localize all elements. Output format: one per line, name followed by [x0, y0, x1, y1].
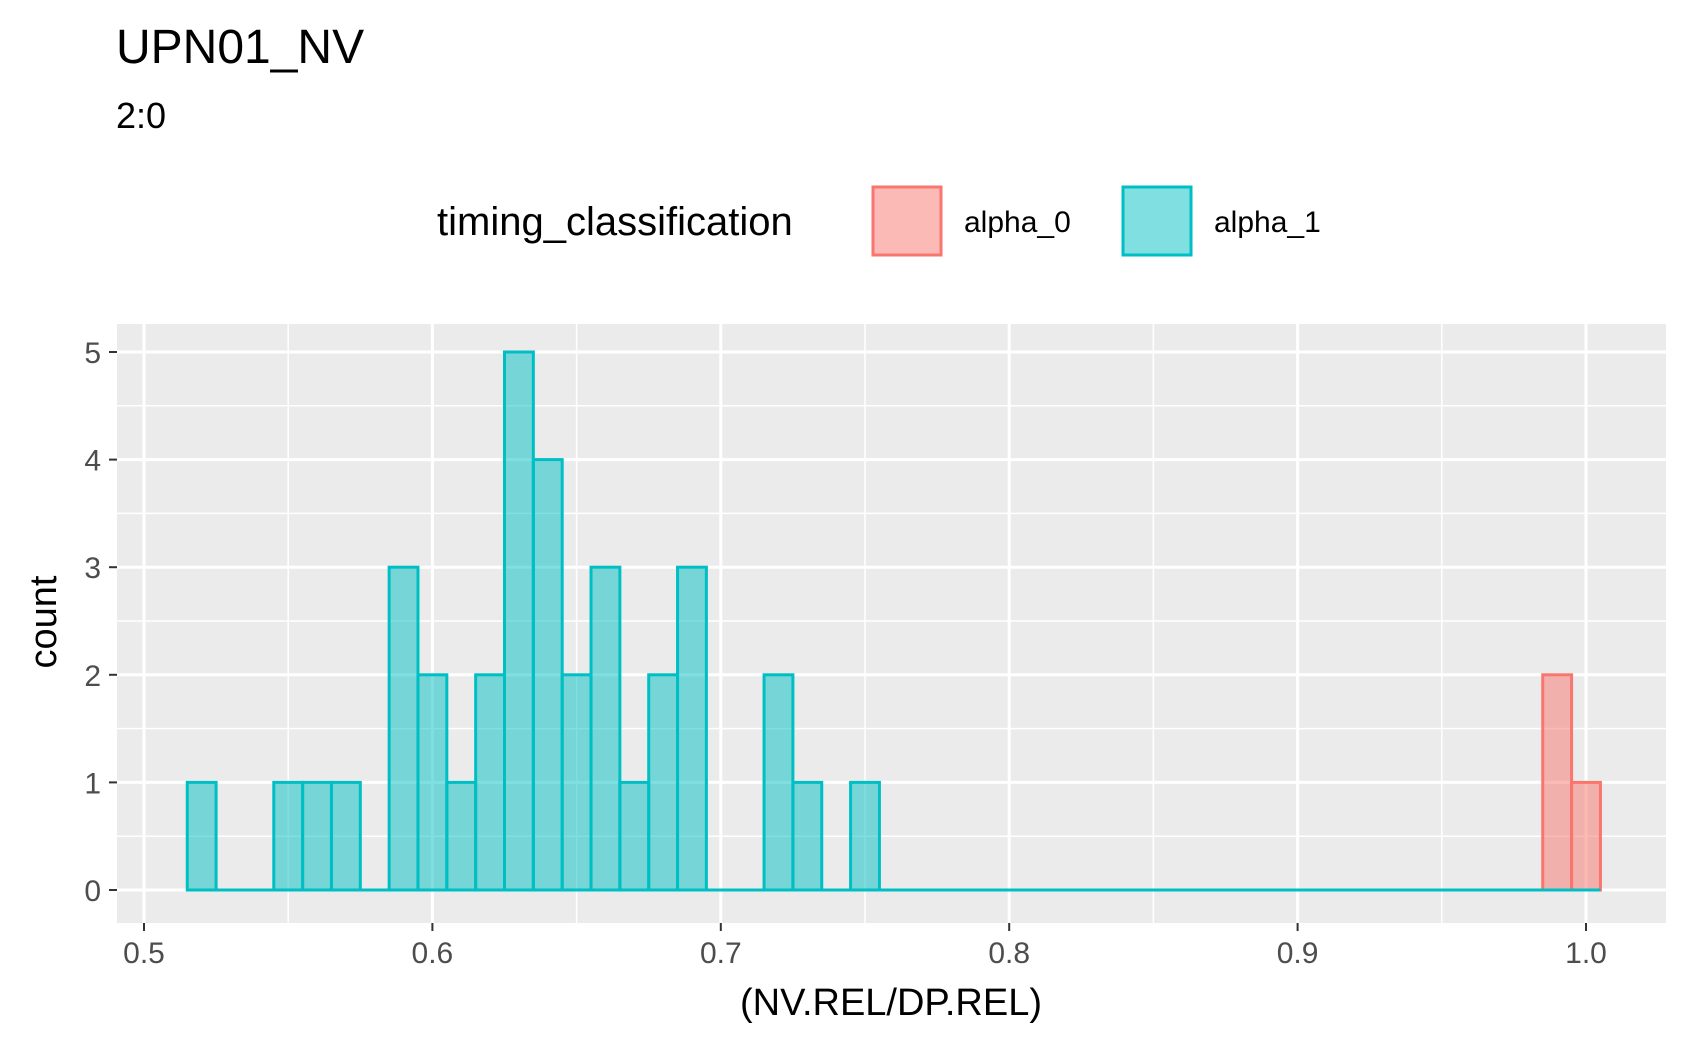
bar-alpha_1 [618, 780, 651, 892]
histogram-bars [185, 350, 1602, 892]
x-axis-title: (NV.REL/DP.REL) [740, 982, 1042, 1024]
y-tick-label: 0 [84, 875, 101, 908]
legend-label-alpha_1: alpha_1 [1214, 206, 1321, 239]
bar-alpha_1 [387, 565, 420, 892]
x-tick-label: 0.8 [988, 937, 1030, 970]
bar-alpha_1 [531, 458, 564, 892]
bar-alpha_1 [589, 565, 622, 892]
x-tick-label: 0.6 [412, 937, 454, 970]
bar-alpha_1 [849, 780, 881, 892]
chart-subtitle: 2:0 [116, 95, 166, 136]
legend-label-alpha_0: alpha_0 [964, 206, 1071, 239]
y-tick-label: 2 [84, 660, 101, 693]
y-tick-label: 4 [84, 445, 101, 478]
x-tick-label: 0.7 [700, 937, 742, 970]
x-tick-label: 1.0 [1565, 937, 1607, 970]
axes: 0.5 0.6 0.7 0.8 0.9 1.0 0 1 2 3 4 5 [84, 337, 1607, 970]
bar-alpha_1 [185, 780, 218, 892]
legend-title: timing_classification [437, 200, 793, 244]
bar-alpha_0 [1570, 780, 1602, 892]
y-tick-label: 1 [84, 767, 101, 800]
bar-alpha_1 [503, 350, 535, 892]
bar-alpha_0 [1541, 673, 1574, 892]
bar-alpha_1 [676, 565, 708, 892]
bar-alpha_1 [647, 673, 680, 892]
y-axis-title: count [23, 575, 65, 668]
bar-alpha_1 [329, 780, 362, 892]
legend-key-alpha_0 [871, 185, 943, 257]
grid-lines [117, 324, 1666, 923]
x-tick-label: 0.9 [1277, 937, 1319, 970]
y-tick-label: 5 [84, 337, 101, 370]
y-tick-label: 3 [84, 552, 101, 585]
legend: timing_classification alpha_0 alpha_1 [437, 185, 1321, 257]
bar-alpha_1 [445, 780, 478, 892]
x-tick-label: 0.5 [123, 937, 165, 970]
bar-alpha_1 [762, 673, 795, 892]
bar-alpha_1 [416, 673, 449, 892]
chart-title: UPN01_NV [116, 21, 364, 74]
plot-panel [117, 324, 1666, 923]
bar-alpha_1 [791, 780, 824, 892]
bar-alpha_1 [301, 780, 333, 892]
legend-key-alpha_1 [1121, 185, 1193, 257]
bar-alpha_1 [474, 673, 507, 892]
bar-alpha_1 [272, 780, 305, 892]
bar-alpha_1 [560, 673, 593, 892]
